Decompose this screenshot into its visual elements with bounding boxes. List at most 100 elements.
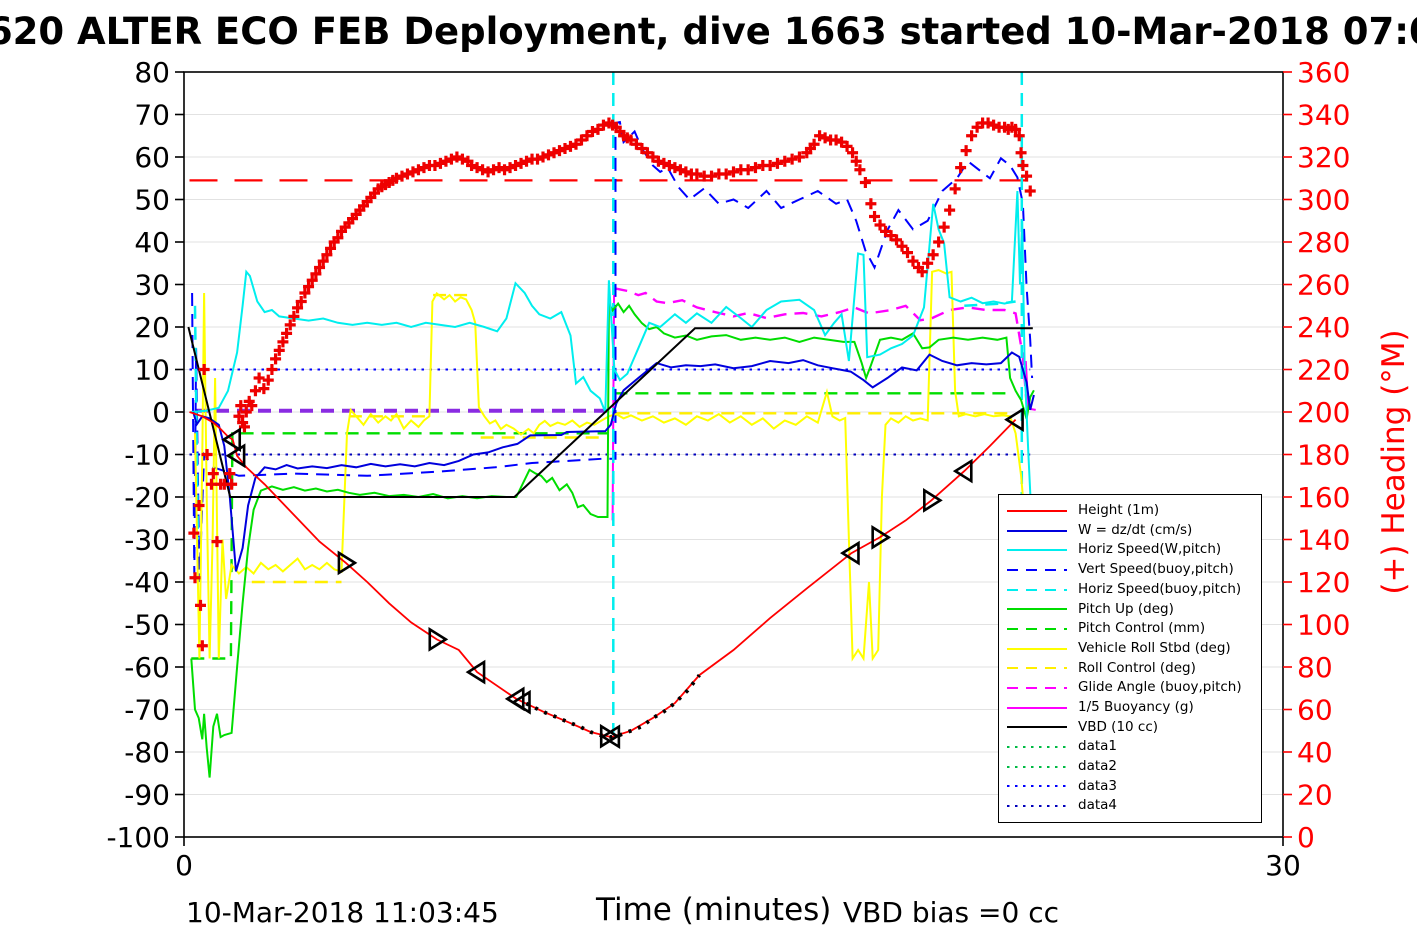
right-tick-label: 280 [1297, 226, 1350, 259]
series-w-dzdt [192, 351, 1035, 572]
right-tick-label: 360 [1297, 56, 1350, 89]
left-tick-label: 80 [134, 56, 170, 89]
legend: Height (1m) W = dz/dt (cm/s) Horiz Speed(W… [998, 494, 1262, 823]
legend-item: Roll Control (deg) [1005, 659, 1261, 679]
legend-line-sample [1007, 529, 1067, 532]
left-tick-label: 40 [134, 226, 170, 259]
legend-label: Vehicle Roll Stbd (deg) [1078, 639, 1231, 656]
right-tick-label: 160 [1297, 481, 1350, 514]
axis-ticks: 80706050403020100-10-20-30-40-50-60-70-8… [106, 56, 1350, 882]
legend-label: W = dz/dt (cm/s) [1078, 521, 1193, 538]
legend-label: Pitch Up (deg) [1078, 600, 1174, 617]
legend-label: data3 [1078, 777, 1117, 794]
left-tick-label: -100 [106, 821, 170, 854]
right-tick-label: 200 [1297, 396, 1350, 429]
series-vbd [187, 326, 1033, 498]
legend-item: Glide Angle (buoy,pitch) [1005, 678, 1261, 698]
legend-line-sample [1007, 726, 1067, 729]
legend-label: data2 [1078, 758, 1117, 775]
series-horiz-speed-w [191, 190, 1034, 532]
left-triangle-marker [1004, 407, 1024, 432]
legend-item: Horiz Speed(buoy,pitch) [1005, 580, 1261, 600]
left-triangle-marker [465, 659, 486, 685]
legend-line-sample [1007, 509, 1067, 512]
legend-item: data2 [1005, 757, 1261, 777]
legend-label: Height (1m) [1078, 502, 1160, 519]
right-tick-label: 60 [1297, 694, 1333, 727]
right-tick-label: 260 [1297, 269, 1350, 302]
left-tick-label: -70 [124, 694, 170, 727]
roll-maneuver-markers [221, 407, 1024, 750]
left-tick-label: 0 [152, 396, 170, 429]
x-tick-label: 30 [1265, 849, 1301, 882]
left-tick-label: -30 [124, 524, 170, 557]
legend-item: Pitch Up (deg) [1005, 599, 1261, 619]
heading-plus-markers [188, 117, 1036, 652]
x-tick-label: 0 [175, 849, 193, 882]
right-tick-label: 120 [1297, 566, 1350, 599]
right-triangle-marker [428, 627, 449, 652]
chart-title: G620 ALTER ECO FEB Deployment, dive 1663… [0, 10, 1417, 53]
legend-label: Roll Control (deg) [1078, 659, 1196, 676]
right-tick-label: 20 [1297, 779, 1333, 812]
left-triangle-marker [225, 443, 246, 469]
series-height [189, 411, 1017, 739]
legend-item: Height (1m) [1005, 501, 1261, 521]
legend-label: Horiz Speed(buoy,pitch) [1078, 580, 1242, 597]
left-triangle-marker [221, 427, 242, 452]
legend-item: data1 [1005, 737, 1261, 757]
left-triangle-marker [952, 458, 973, 484]
vbd-bias-label: VBD bias =0 cc [843, 896, 1059, 929]
legend-item: Horiz Speed(W,pitch) [1005, 540, 1261, 560]
series-pitch-control [191, 432, 609, 660]
left-triangle-marker [600, 724, 621, 750]
right-axis-label: (+) Heading (°M) [1376, 329, 1412, 594]
legend-line-sample [1007, 627, 1067, 630]
legend-label: Vert Speed(buoy,pitch) [1078, 561, 1234, 578]
legend-label: Horiz Speed(W,pitch) [1078, 541, 1222, 558]
left-tick-label: -60 [124, 651, 170, 684]
right-tick-label: 240 [1297, 311, 1350, 344]
legend-line-sample [1007, 608, 1067, 611]
right-triangle-marker [871, 525, 892, 550]
legend-line-sample [1007, 667, 1067, 670]
legend-label: Glide Angle (buoy,pitch) [1078, 679, 1242, 696]
left-triangle-marker [511, 689, 531, 715]
legend-line-sample [1007, 647, 1067, 650]
legend-line-sample [1007, 687, 1067, 690]
legend-item: 1/5 Buoyancy (g) [1005, 698, 1261, 718]
legend-line-sample [1007, 746, 1067, 749]
legend-label: Pitch Control (mm) [1078, 620, 1206, 637]
legend-item: data4 [1005, 796, 1261, 816]
legend-item: data3 [1005, 777, 1261, 797]
left-tick-label: -50 [124, 609, 170, 642]
legend-item: Vert Speed(buoy,pitch) [1005, 560, 1261, 580]
legend-label: data4 [1078, 797, 1117, 814]
left-triangle-marker [840, 540, 860, 566]
right-tick-label: 40 [1297, 736, 1333, 769]
left-tick-label: 30 [134, 269, 170, 302]
right-tick-label: 80 [1297, 651, 1333, 684]
right-tick-label: 300 [1297, 184, 1350, 217]
left-tick-label: -40 [124, 566, 170, 599]
right-tick-label: 220 [1297, 354, 1350, 387]
series-depth-sample-dots [525, 673, 701, 740]
series-vert-speed-buoy [191, 120, 1034, 583]
x-axis-label: Time (minutes) [596, 892, 832, 928]
left-tick-label: 60 [134, 141, 170, 174]
legend-line-sample [1007, 785, 1067, 788]
legend-item: Pitch Control (mm) [1005, 619, 1261, 639]
left-tick-label: -20 [124, 481, 170, 514]
series-glide-angle [614, 287, 1035, 412]
right-tick-label: 340 [1297, 99, 1350, 132]
left-tick-label: -90 [124, 779, 170, 812]
right-tick-label: 100 [1297, 609, 1350, 642]
right-triangle-marker [337, 550, 358, 576]
legend-line-sample [1007, 549, 1067, 552]
series-lines [187, 72, 1036, 778]
legend-line-sample [1007, 765, 1067, 768]
left-tick-label: 50 [134, 184, 170, 217]
right-triangle-marker [923, 488, 943, 513]
left-tick-label: 70 [134, 99, 170, 132]
series-vehicle-roll [194, 269, 1035, 662]
